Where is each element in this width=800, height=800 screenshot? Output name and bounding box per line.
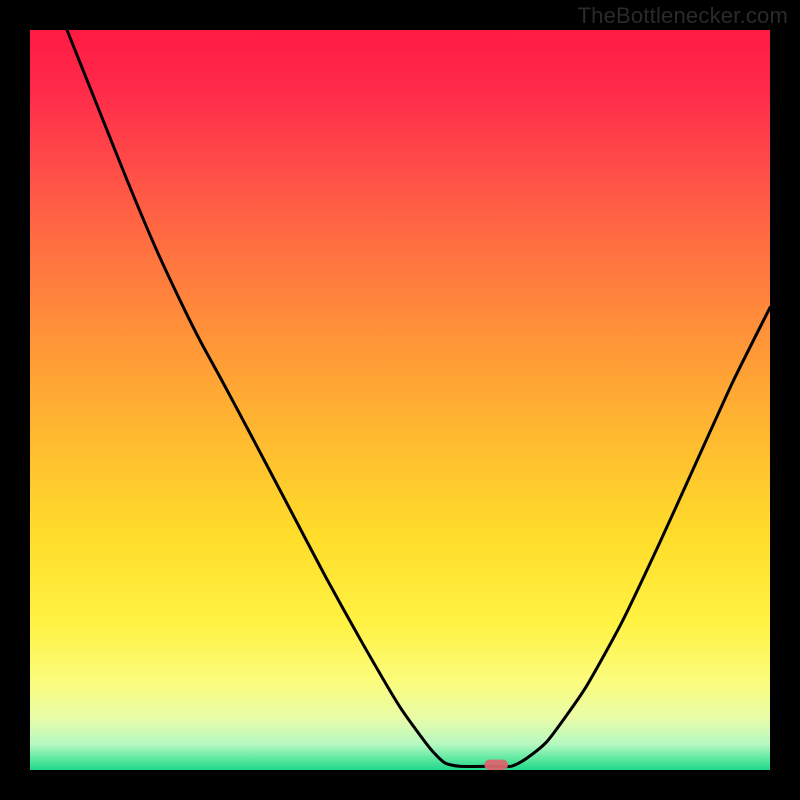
chart-background-gradient — [30, 30, 770, 770]
watermark-text: TheBottlenecker.com — [578, 3, 788, 29]
chart-frame: TheBottlenecker.com — [0, 0, 800, 800]
optimal-point-marker — [484, 760, 508, 770]
chart-svg — [0, 0, 800, 800]
